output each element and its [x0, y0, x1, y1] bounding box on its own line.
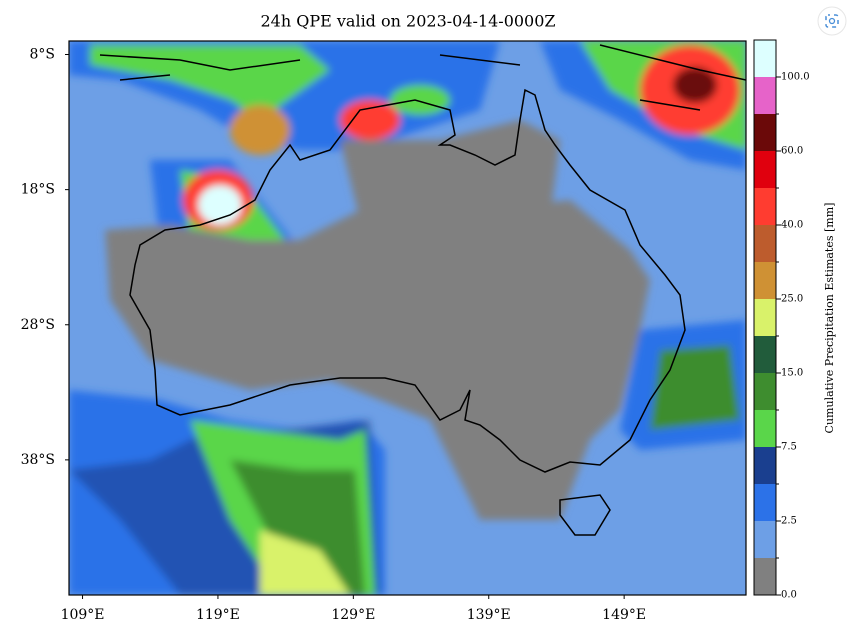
colorbar-tick-label: 0.0	[781, 590, 797, 601]
map-title: 24h QPE valid on 2023-04-14-0000Z	[260, 12, 555, 31]
coastline	[99, 44, 746, 536]
y-tick-label: 18°S	[21, 182, 55, 198]
colorbar-swatch	[754, 373, 776, 410]
colorbar-tick-label: 2.5	[781, 516, 797, 527]
colorbar-swatch	[754, 299, 776, 336]
map-frame	[68, 40, 747, 596]
y-tick-label: 8°S	[30, 47, 56, 63]
colorbar-frame	[753, 39, 777, 596]
x-tick-label: 149°E	[602, 607, 646, 623]
colorbar-tick-label: 100.0	[781, 72, 810, 83]
screenshot-button[interactable]	[817, 6, 847, 36]
colorbar-tick-label: 15.0	[781, 368, 803, 379]
colorbar-swatch	[754, 188, 776, 225]
colorbar-swatch	[754, 484, 776, 521]
axes: 109°E 119°E 129°E 139°E 149°E 8°S 18°S 28°S 38°S	[21, 47, 647, 623]
colorbar-tick-label: 40.0	[781, 220, 803, 231]
colorbar-swatch	[754, 40, 776, 77]
y-tick-label: 28°S	[21, 317, 55, 333]
x-tick-label: 129°E	[331, 607, 375, 623]
colorbar-tick-label: 60.0	[781, 146, 803, 157]
colorbar-swatch	[754, 410, 776, 447]
colorbar-swatch	[754, 558, 776, 595]
x-tick-label: 109°E	[61, 607, 105, 623]
map-area	[69, 41, 746, 595]
colorbar-swatch	[754, 521, 776, 558]
colorbar-swatch	[754, 225, 776, 262]
colorbar-swatch	[754, 262, 776, 299]
colorbar-swatch	[754, 336, 776, 373]
x-tick-label: 119°E	[196, 607, 240, 623]
colorbar-swatch	[754, 114, 776, 151]
colorbar-swatch	[754, 447, 776, 484]
colorbar: 0.0 2.5 7.5 15.0 25.0 40.0 60.0 100.0	[753, 39, 810, 601]
colorbar-tick-label: 25.0	[781, 294, 803, 305]
x-tick-label: 139°E	[467, 607, 511, 623]
colorbar-swatch	[754, 151, 776, 188]
precip-fields	[69, 41, 746, 595]
colorbar-swatch	[754, 77, 776, 114]
colorbar-label: Cumulative Precipitation Estimates [mm]	[823, 203, 836, 434]
colorbar-tick-label: 7.5	[781, 442, 797, 453]
y-tick-label: 38°S	[21, 452, 55, 468]
